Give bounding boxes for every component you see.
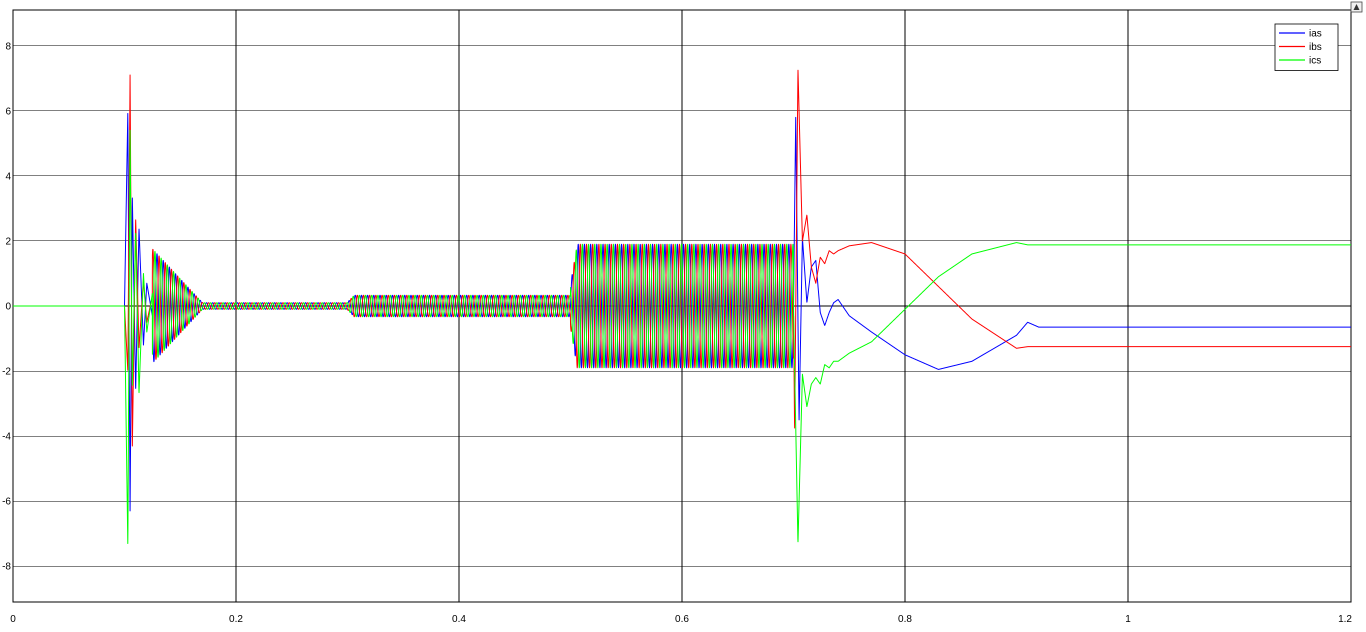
y-tick-label: 6 <box>5 106 11 117</box>
autoscale-button[interactable] <box>1350 1 1363 13</box>
x-tick-label: 0.6 <box>675 614 689 625</box>
x-tick-label: 0.4 <box>452 614 466 625</box>
x-tick-label: 0 <box>10 614 16 625</box>
x-tick-label: 0.2 <box>229 614 243 625</box>
legend-box <box>1274 23 1339 71</box>
series-line-ibs <box>12 69 1352 447</box>
y-tick-label: 2 <box>5 236 11 247</box>
x-tick-label: 0.8 <box>898 614 912 625</box>
series-layer <box>12 69 1352 544</box>
expand-icon[interactable] <box>1353 4 1360 10</box>
y-tick-label: -2 <box>2 367 11 378</box>
y-tick-label: -6 <box>2 497 11 508</box>
x-tick-label: 1.2 <box>1338 614 1352 625</box>
y-tick-label: 4 <box>5 171 11 182</box>
y-tick-label: 0 <box>5 302 11 313</box>
legend-label-ias: ias <box>1309 29 1322 40</box>
legend-label-ics: ics <box>1309 56 1321 67</box>
tick-labels: 0 0.2 0.4 0.6 0.8 1 1.2 8 6 4 2 0 -2 -4 -6 -8 <box>2 41 1352 625</box>
legend-label-ibs: ibs <box>1309 42 1322 53</box>
series-line-ics <box>12 129 1352 544</box>
y-tick-label: -4 <box>2 432 11 443</box>
legend: ias ibs ics <box>1274 23 1339 71</box>
x-tick-label: 1 <box>1125 614 1131 625</box>
y-tick-label: -8 <box>2 562 11 573</box>
y-tick-label: 8 <box>5 41 11 52</box>
series-line-ias <box>12 112 1352 512</box>
